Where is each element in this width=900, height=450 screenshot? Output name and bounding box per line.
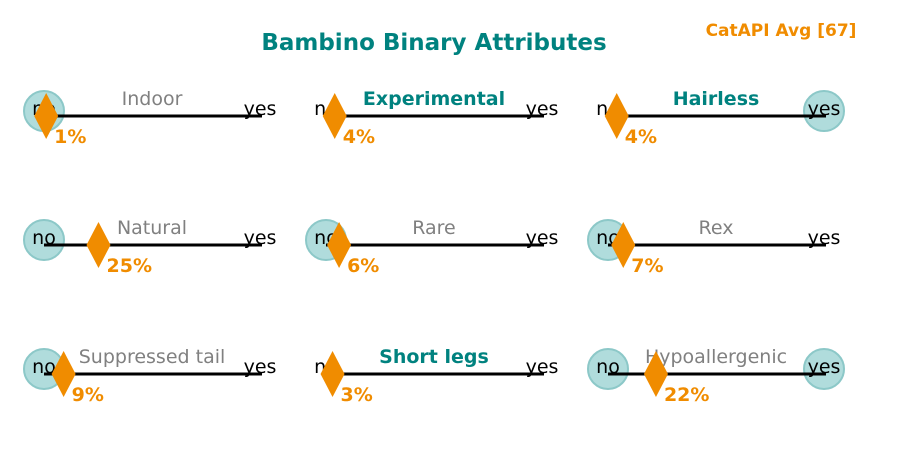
attribute-label: Hairless <box>673 88 760 110</box>
percent-marker <box>34 93 59 139</box>
answer-circle <box>803 348 845 390</box>
yes-label: yes <box>526 98 559 120</box>
percent-label: 4% <box>625 126 657 148</box>
yes-label: yes <box>526 227 559 249</box>
answer-circle <box>803 90 845 132</box>
percent-marker <box>322 93 347 139</box>
panel-suppressed-tail: no yes Suppressed tail 9% <box>23 346 277 406</box>
percent-marker <box>327 222 352 268</box>
percent-marker <box>86 222 111 268</box>
panel-hypoallergenic: no yes Hypoallergenic 22% <box>587 346 841 406</box>
percent-label: 6% <box>347 255 379 277</box>
attribute-label: Indoor <box>122 88 183 110</box>
no-label: no <box>32 356 56 378</box>
percent-label: 7% <box>631 255 663 277</box>
attribute-label: Natural <box>117 217 187 239</box>
percent-marker <box>611 222 636 268</box>
attribute-label: Experimental <box>363 88 505 110</box>
percent-label: 1% <box>54 126 86 148</box>
panel-natural: no yes Natural 25% <box>23 217 277 277</box>
yes-label: yes <box>808 227 841 249</box>
yes-label: yes <box>244 227 277 249</box>
answer-circle <box>587 348 629 390</box>
attribute-label: Rare <box>412 217 456 239</box>
percent-label: 4% <box>343 126 375 148</box>
percent-label: 25% <box>107 255 152 277</box>
yes-label: yes <box>526 356 559 378</box>
no-label: no <box>596 356 620 378</box>
no-label: no <box>32 227 56 249</box>
reference-label: CatAPI Avg [67] <box>706 21 857 41</box>
yes-label: yes <box>808 356 841 378</box>
percent-marker <box>643 351 668 397</box>
percent-marker <box>320 351 345 397</box>
panels-group: no yes Indoor 1% no yes Experimental 4% no yes Hai… <box>23 88 845 406</box>
panel-indoor: noyesIndoor1% <box>23 88 277 148</box>
percent-label: 3% <box>341 384 373 406</box>
yes-label: yes <box>244 98 277 120</box>
answer-circle <box>23 219 65 261</box>
chart-title: Bambino Binary Attributes <box>261 30 606 56</box>
yes-label: yes <box>808 98 841 120</box>
attribute-label: Rex <box>699 217 734 239</box>
yes-label: yes <box>244 356 277 378</box>
percent-label: 9% <box>72 384 104 406</box>
panel-short-legs: no yes Short legs 3% <box>314 346 845 406</box>
percent-marker <box>604 93 629 139</box>
percent-marker <box>51 351 76 397</box>
attribute-label: Short legs <box>379 346 489 368</box>
attribute-label: Suppressed tail <box>79 346 226 368</box>
attribute-label: Hypoallergenic <box>645 346 787 368</box>
percent-label: 22% <box>664 384 709 406</box>
